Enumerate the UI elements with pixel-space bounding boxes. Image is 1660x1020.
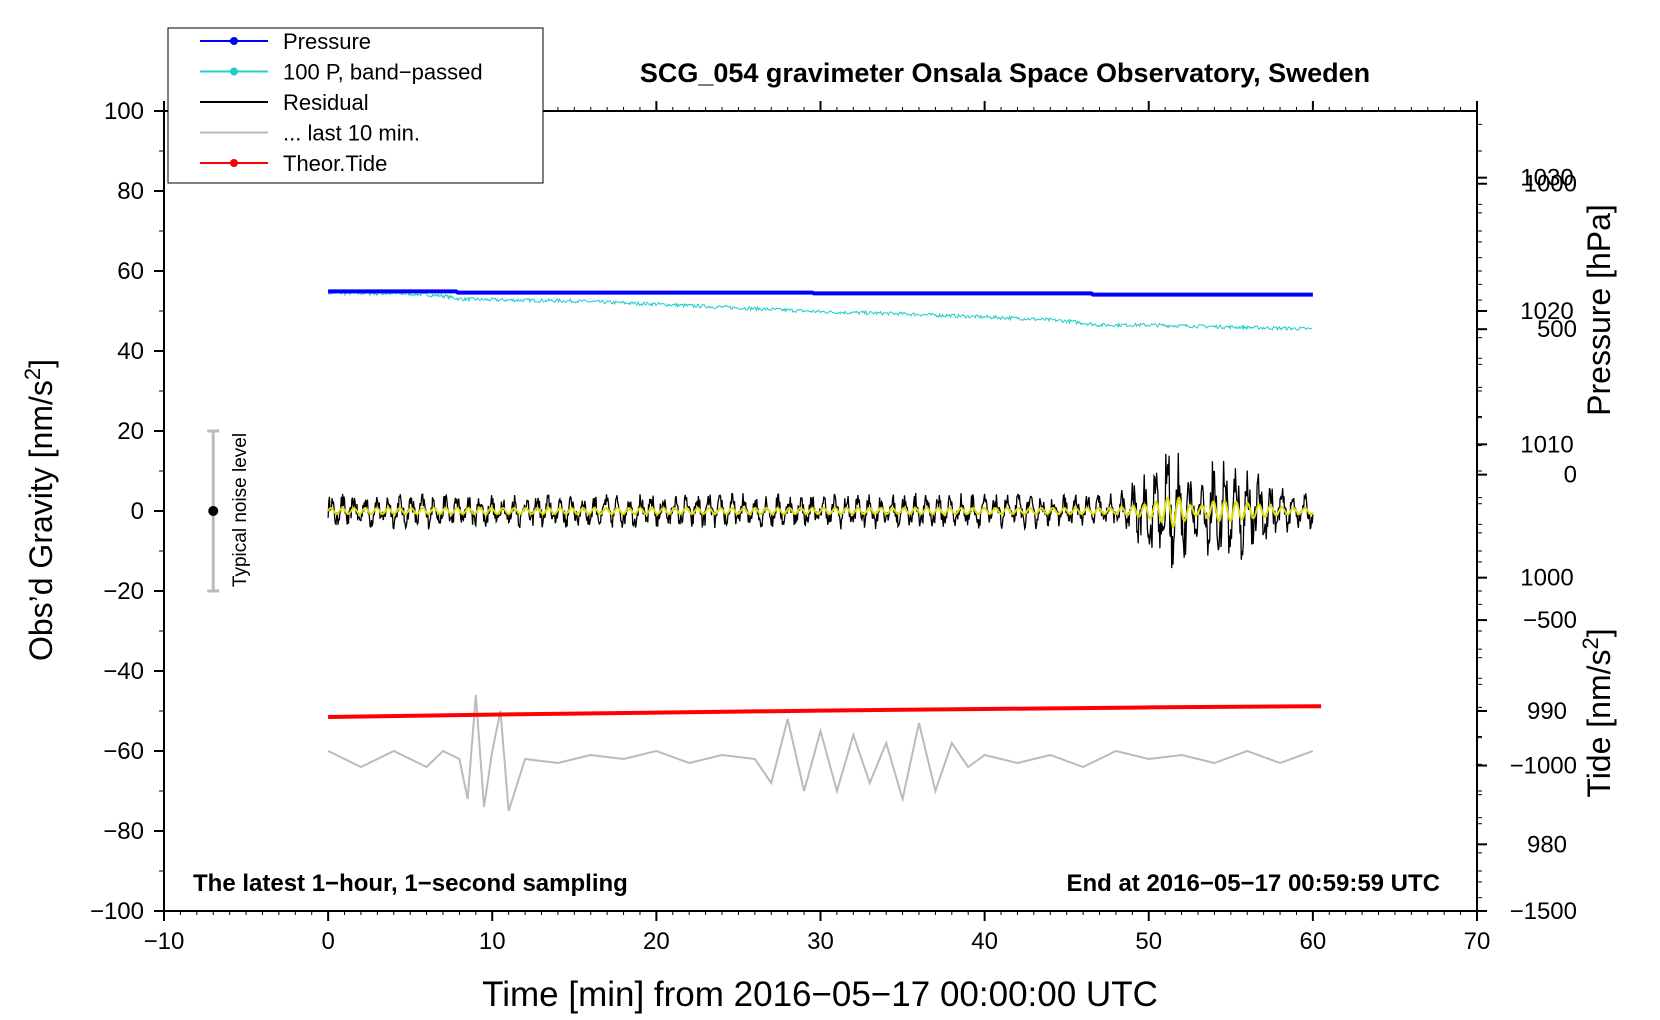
x-tick-label: 30 xyxy=(807,928,834,955)
tide-tick-label: −1500 xyxy=(1510,898,1577,925)
x-tick-label: 60 xyxy=(1300,928,1327,955)
tide-axis-label-sup: 2 xyxy=(1578,637,1603,649)
annotation-end-time: End at 2016−05−17 00:59:59 UTC xyxy=(1066,870,1440,897)
x-tick-label: 0 xyxy=(321,928,334,955)
tide-tick-label: 0 xyxy=(1564,462,1577,489)
x-tick-label: 10 xyxy=(479,928,506,955)
x-tick-label: 40 xyxy=(971,928,998,955)
noise-level-indicator xyxy=(207,429,220,593)
x-tick-label: 50 xyxy=(1135,928,1162,955)
series-residual-smoothed xyxy=(327,496,1314,529)
series-theoretical-tide xyxy=(328,704,1322,719)
legend-marker xyxy=(230,67,238,76)
pressure-tick-label: 980 xyxy=(1527,831,1567,858)
legend-label: ... last 10 min. xyxy=(283,121,420,146)
x-tick-label: 70 xyxy=(1464,928,1491,955)
series-band-passed-pressure xyxy=(327,290,1312,331)
legend: Pressure 100 P, band−passed Residual ... la… xyxy=(167,27,544,184)
tide-tick-label: −500 xyxy=(1523,607,1577,634)
legend-label: Theor.Tide xyxy=(283,151,387,176)
y-tick-label: 100 xyxy=(104,98,144,125)
series-last-10-min xyxy=(327,694,1314,812)
y-axis-label-sup: 2 xyxy=(20,368,45,380)
legend-label: Pressure xyxy=(283,29,371,54)
y-axis-label-text: Obs’d Gravity [nm/s xyxy=(23,380,59,661)
y-tick-label: 60 xyxy=(117,258,144,285)
pressure-tick-label: 1000 xyxy=(1520,565,1573,592)
pressure-tick-label: 1020 xyxy=(1520,298,1573,325)
y-tick-label: −60 xyxy=(103,738,144,765)
legend-marker xyxy=(230,37,238,45)
x-axis-label: Time [min] from 2016−05−17 00:00:00 UTC xyxy=(482,975,1158,1014)
tide-axis-label-text: Tide [nm/s xyxy=(1581,649,1617,797)
y-axis-label: Obs’d Gravity [nm/s2] xyxy=(20,359,59,661)
legend-box xyxy=(167,27,544,184)
tide-axis-label-suffix: ] xyxy=(1581,628,1617,637)
legend-marker xyxy=(230,159,238,167)
y-tick-label: −100 xyxy=(90,898,144,925)
y-tick-label: 0 xyxy=(131,498,144,525)
series-pressure xyxy=(328,289,1313,297)
legend-label: 100 P, band−passed xyxy=(283,60,483,85)
legend-label: Residual xyxy=(283,90,369,115)
tide-tick-label: 500 xyxy=(1537,316,1577,343)
noise-label: Typical noise level xyxy=(230,433,251,587)
y-tick-label: 40 xyxy=(117,338,144,365)
pressure-axis-label: Pressure [hPa] xyxy=(1581,204,1617,416)
annotation-sampling: The latest 1−hour, 1−second sampling xyxy=(193,870,628,897)
y-axis-label-suffix: ] xyxy=(23,359,59,368)
x-tick-label: 20 xyxy=(643,928,670,955)
pressure-tick-label: 1030 xyxy=(1520,165,1573,192)
pressure-tick-label: 990 xyxy=(1527,698,1567,725)
y-tick-label: 20 xyxy=(117,418,144,445)
axes-ticks: −10 0 10 20 30 40 50 60 70100806040200−20−40−60−… xyxy=(90,98,1577,955)
series-residual xyxy=(327,452,1314,569)
tide-tick-label: −1000 xyxy=(1510,753,1577,780)
y-tick-label: −40 xyxy=(103,658,144,685)
tide-axis-label: Tide [nm/s2] xyxy=(1578,628,1617,797)
y-tick-label: −80 xyxy=(103,818,144,845)
y-tick-label: 80 xyxy=(117,178,144,205)
x-tick-label: −10 xyxy=(144,928,185,955)
tide-tick-label: 1000 xyxy=(1524,171,1577,198)
chart-title: SCG_054 gravimeter Onsala Space Observat… xyxy=(640,58,1370,88)
pressure-tick-label: 1010 xyxy=(1520,431,1573,458)
noise-center-dot xyxy=(208,506,219,516)
data-series xyxy=(327,289,1322,812)
y-tick-label: −20 xyxy=(103,578,144,605)
